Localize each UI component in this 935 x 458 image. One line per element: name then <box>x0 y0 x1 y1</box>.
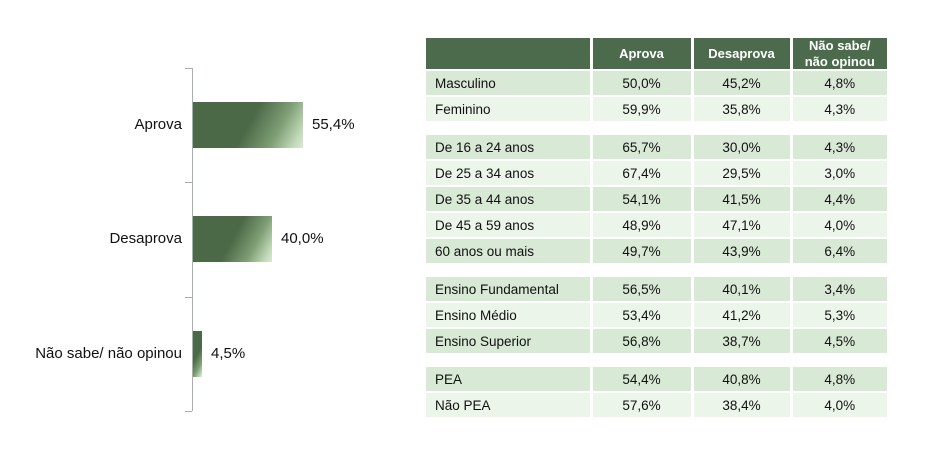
row-value-cell: 48,9% <box>589 212 692 240</box>
row-value-cell: 54,1% <box>589 186 692 214</box>
row-value-cell: 3,4% <box>789 277 887 304</box>
row-value-cell: 65,7% <box>589 135 692 162</box>
header-cell-aprova: Aprova <box>589 38 692 72</box>
row-value-cell: 35,8% <box>690 96 791 124</box>
row-value-cell: 57,6% <box>589 392 692 420</box>
row-label-cell: Ensino Superior <box>426 328 591 356</box>
table-header-row: Aprova Desaprova Não sabe/ não opinou <box>426 38 887 72</box>
row-label-cell: De 16 a 24 anos <box>426 135 591 162</box>
y-axis-line <box>192 68 193 411</box>
row-value-cell: 4,5% <box>789 328 887 356</box>
row-value-cell: 56,8% <box>589 328 692 356</box>
table-row: Ensino Fundamental 56,5% 40,1% 3,4% <box>426 277 887 304</box>
row-label-cell: Ensino Fundamental <box>426 277 591 304</box>
table-row: Feminino 59,9% 35,8% 4,3% <box>426 96 887 124</box>
row-value-cell: 4,3% <box>789 135 887 162</box>
group-gap-row <box>426 122 887 136</box>
breakdown-table: Aprova Desaprova Não sabe/ não opinou Ma… <box>426 38 887 420</box>
value-label: 55,4% <box>312 116 355 133</box>
row-value-cell: 67,4% <box>589 160 692 188</box>
category-label: Aprova <box>134 116 182 133</box>
row-value-cell: 4,8% <box>789 70 887 98</box>
axis-tick <box>185 297 192 298</box>
bar-1 <box>193 102 303 148</box>
row-label-cell: 60 anos ou mais <box>426 238 591 266</box>
value-label: 4,5% <box>211 345 246 362</box>
row-value-cell: 4,0% <box>789 212 887 240</box>
row-value-cell: 38,4% <box>690 392 791 420</box>
row-label-cell: Ensino Médio <box>426 302 591 330</box>
row-label-cell: De 45 a 59 anos <box>426 212 591 240</box>
header-cell-empty <box>426 38 591 72</box>
table-row: Não PEA 57,6% 38,4% 4,0% <box>426 392 887 420</box>
bar-2 <box>193 216 272 262</box>
approval-bar-chart: Aprova 55,4% Desaprova 40,0% Não sabe/ não o… <box>0 0 425 458</box>
row-label-cell: De 35 a 44 anos <box>426 186 591 214</box>
header-cell-desaprova: Desaprova <box>690 38 791 72</box>
row-value-cell: 56,5% <box>589 277 692 304</box>
row-value-cell: 38,7% <box>690 328 791 356</box>
row-value-cell: 41,2% <box>690 302 791 330</box>
axis-tick <box>185 182 192 183</box>
row-value-cell: 40,1% <box>690 277 791 304</box>
row-label-cell: PEA <box>426 367 591 394</box>
group-gap-row <box>426 264 887 278</box>
table-row: De 45 a 59 anos 48,9% 47,1% 4,0% <box>426 212 887 240</box>
row-value-cell: 47,1% <box>690 212 791 240</box>
table-row: Ensino Médio 53,4% 41,2% 5,3% <box>426 302 887 330</box>
axis-tick <box>185 411 192 412</box>
bar-3 <box>193 331 202 377</box>
axis-tick <box>185 68 192 69</box>
table-row: PEA 54,4% 40,8% 4,8% <box>426 367 887 394</box>
row-value-cell: 43,9% <box>690 238 791 266</box>
row-label-cell: Feminino <box>426 96 591 124</box>
group-gap-row <box>426 354 887 368</box>
row-value-cell: 59,9% <box>589 96 692 124</box>
table-row: De 16 a 24 anos 65,7% 30,0% 4,3% <box>426 135 887 162</box>
row-label-cell: Masculino <box>426 70 591 98</box>
category-label: Não sabe/ não opinou <box>35 345 182 362</box>
table-row: De 35 a 44 anos 54,1% 41,5% 4,4% <box>426 186 887 214</box>
row-value-cell: 29,5% <box>690 160 791 188</box>
row-value-cell: 45,2% <box>690 70 791 98</box>
row-value-cell: 53,4% <box>589 302 692 330</box>
value-label: 40,0% <box>281 230 324 247</box>
row-value-cell: 4,0% <box>789 392 887 420</box>
row-value-cell: 3,0% <box>789 160 887 188</box>
table-row: Ensino Superior 56,8% 38,7% 4,5% <box>426 328 887 356</box>
table-row: 60 anos ou mais 49,7% 43,9% 6,4% <box>426 238 887 266</box>
row-value-cell: 4,3% <box>789 96 887 124</box>
breakdown-table-wrap: Aprova Desaprova Não sabe/ não opinou Ma… <box>426 38 887 420</box>
row-value-cell: 4,8% <box>789 367 887 394</box>
row-value-cell: 5,3% <box>789 302 887 330</box>
row-value-cell: 6,4% <box>789 238 887 266</box>
table-body: Masculino 50,0% 45,2% 4,8% Feminino 59,9% 35,8… <box>426 70 887 420</box>
row-value-cell: 54,4% <box>589 367 692 394</box>
category-label: Desaprova <box>109 230 182 247</box>
table-row: Masculino 50,0% 45,2% 4,8% <box>426 70 887 98</box>
row-label-cell: De 25 a 34 anos <box>426 160 591 188</box>
table-row: De 25 a 34 anos 67,4% 29,5% 3,0% <box>426 160 887 188</box>
row-value-cell: 40,8% <box>690 367 791 394</box>
row-value-cell: 50,0% <box>589 70 692 98</box>
header-cell-nao-sabe: Não sabe/ não opinou <box>789 38 887 72</box>
row-label-cell: Não PEA <box>426 392 591 420</box>
row-value-cell: 30,0% <box>690 135 791 162</box>
row-value-cell: 49,7% <box>589 238 692 266</box>
row-value-cell: 41,5% <box>690 186 791 214</box>
row-value-cell: 4,4% <box>789 186 887 214</box>
